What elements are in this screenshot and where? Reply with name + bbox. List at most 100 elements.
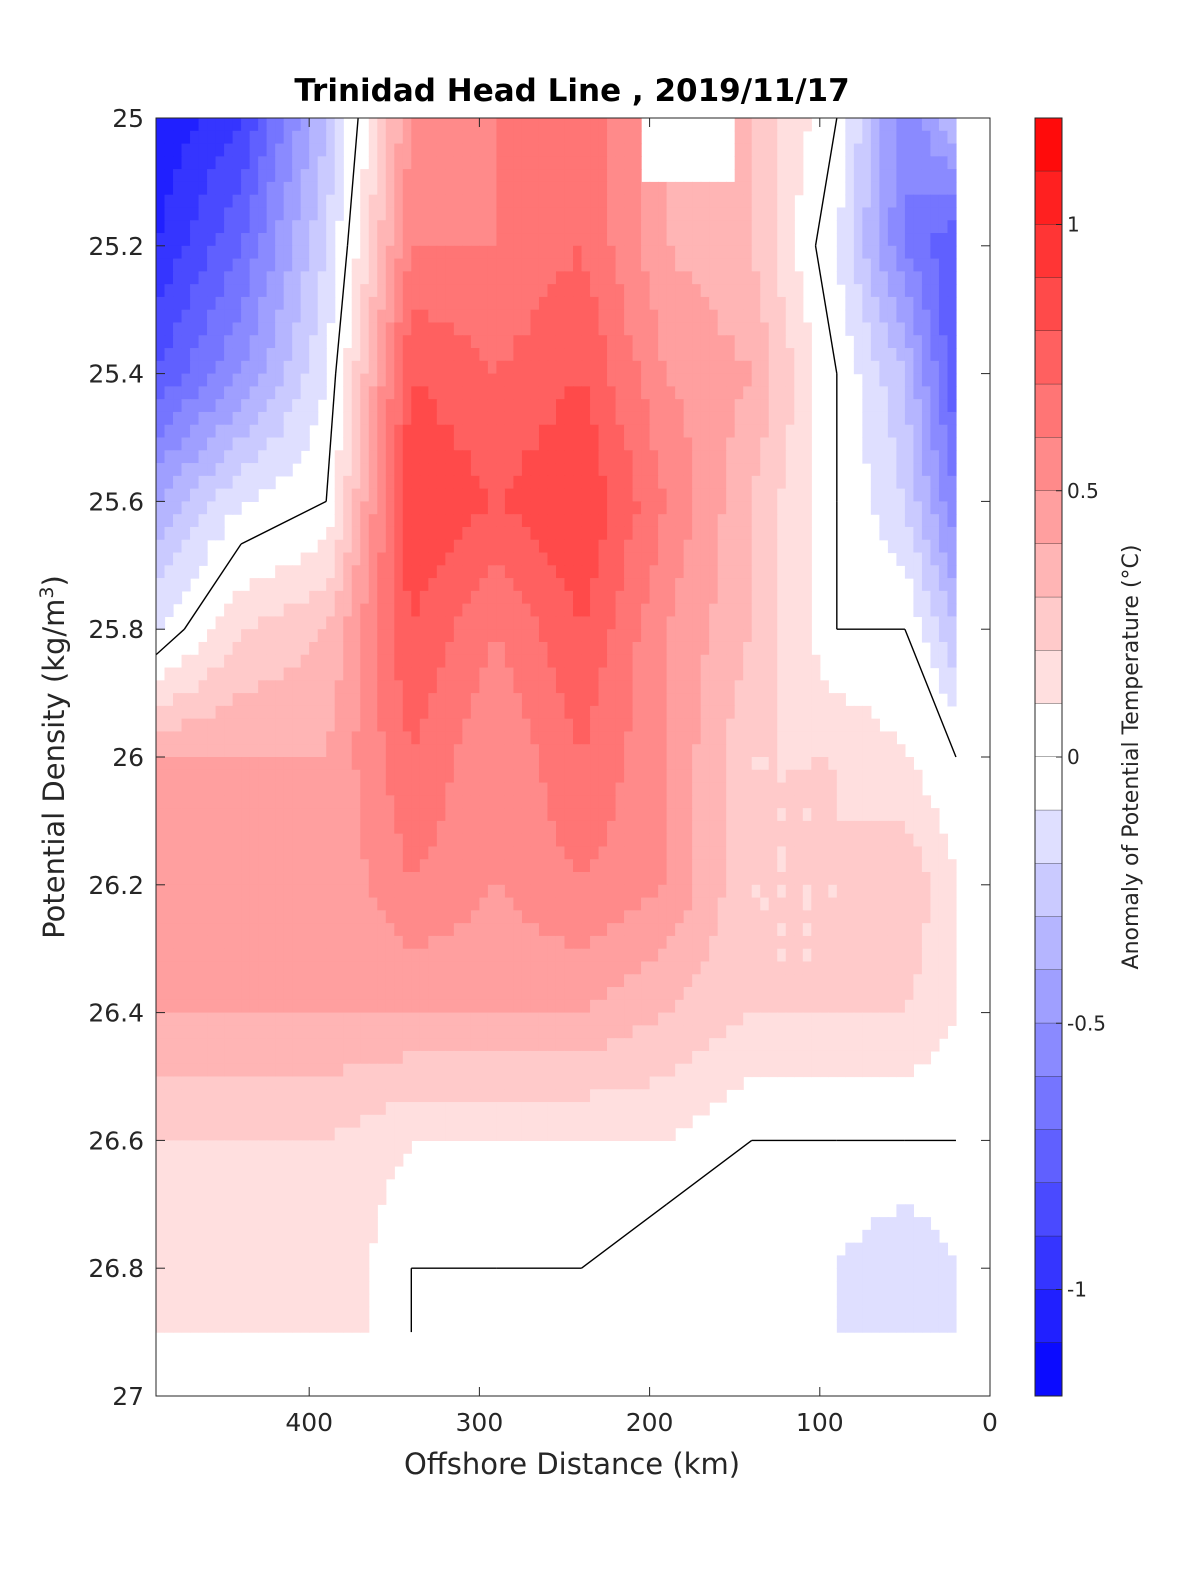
contour-cell	[760, 233, 770, 247]
contour-cell	[258, 233, 268, 247]
contour-cell	[913, 769, 923, 784]
contour-cell	[190, 450, 200, 464]
contour-cell	[419, 501, 429, 515]
contour-cell	[607, 373, 617, 387]
contour-cell	[309, 846, 319, 860]
contour-cell	[692, 220, 702, 234]
contour-cell	[496, 399, 506, 413]
contour-cell	[377, 130, 387, 145]
contour-cell	[632, 220, 642, 234]
contour-cell	[181, 181, 191, 196]
contour-cell	[802, 386, 812, 400]
contour-cell	[266, 245, 276, 260]
contour-cell	[751, 514, 761, 528]
contour-cell	[173, 258, 183, 272]
contour-cell	[334, 872, 344, 886]
contour-cell	[249, 769, 259, 784]
contour-cell	[436, 539, 446, 554]
contour-cell	[394, 616, 404, 630]
contour-cell	[709, 808, 719, 822]
contour-cell	[258, 680, 268, 694]
contour-cell	[343, 399, 353, 413]
contour-cell	[734, 654, 744, 669]
contour-cell	[785, 181, 795, 196]
contour-cell	[496, 820, 506, 835]
contour-cell	[870, 360, 880, 375]
contour-cell	[709, 757, 719, 771]
contour-cell	[283, 590, 293, 605]
contour-cell	[487, 667, 498, 681]
contour-cell	[581, 641, 591, 656]
contour-cell	[402, 348, 412, 362]
contour-cell	[402, 526, 412, 541]
contour-cell	[224, 386, 234, 400]
contour-cell	[402, 271, 412, 285]
contour-cell	[258, 373, 268, 387]
contour-cell	[275, 411, 285, 426]
contour-cell	[555, 718, 566, 733]
contour-cell	[164, 552, 174, 566]
contour-cell	[573, 207, 583, 221]
contour-cell	[334, 207, 344, 221]
contour-cell	[215, 526, 225, 541]
contour-cell	[555, 258, 566, 272]
contour-cell	[607, 194, 617, 209]
contour-cell	[598, 795, 608, 809]
contour-cell	[896, 194, 906, 209]
contour-cell	[598, 143, 608, 157]
contour-cell	[862, 757, 872, 771]
contour-cell	[853, 808, 863, 822]
contour-cell	[521, 488, 532, 502]
contour-cell	[385, 629, 395, 643]
contour-cell	[921, 859, 932, 873]
contour-cell	[921, 348, 932, 362]
contour-cell	[521, 360, 532, 375]
contour-cell	[190, 718, 200, 733]
contour-cell	[649, 641, 659, 656]
contour-cell	[224, 641, 234, 656]
contour-cell	[581, 629, 591, 643]
contour-cell	[521, 705, 532, 720]
contour-cell	[368, 680, 378, 694]
contour-cell	[581, 220, 591, 234]
contour-cell	[394, 373, 404, 387]
contour-cell	[683, 245, 693, 260]
contour-cell	[479, 769, 489, 784]
contour-cell	[385, 859, 395, 873]
contour-cell	[156, 744, 166, 758]
contour-cell	[334, 782, 344, 796]
contour-cell	[462, 143, 472, 157]
contour-cell	[785, 169, 795, 183]
contour-cell	[675, 590, 685, 605]
contour-cell	[547, 552, 557, 566]
contour-cell	[487, 194, 498, 209]
contour-cell	[224, 744, 234, 758]
contour-cell	[921, 450, 932, 464]
contour-cell	[615, 284, 625, 298]
contour-cell	[283, 143, 293, 157]
contour-cell	[777, 616, 787, 630]
contour-cell	[436, 488, 446, 502]
contour-cell	[198, 744, 208, 758]
contour-cell	[947, 475, 957, 490]
contour-cell	[768, 859, 778, 873]
contour-cell	[207, 194, 217, 209]
contour-cell	[470, 654, 480, 669]
contour-cell	[224, 296, 234, 311]
contour-cell	[232, 718, 242, 733]
contour-cell	[445, 118, 455, 132]
contour-cell	[751, 271, 761, 285]
contour-cell	[232, 169, 242, 183]
contour-cell	[666, 450, 676, 464]
contour-cell	[428, 705, 438, 720]
contour-cell	[487, 296, 498, 311]
contour-cell	[411, 181, 421, 196]
contour-cell	[555, 769, 566, 784]
contour-cell	[156, 335, 166, 349]
contour-cell	[743, 156, 753, 170]
contour-cell	[402, 373, 412, 387]
contour-cell	[624, 590, 634, 605]
contour-cell	[683, 322, 693, 336]
contour-cell	[726, 808, 736, 822]
contour-cell	[385, 181, 395, 196]
